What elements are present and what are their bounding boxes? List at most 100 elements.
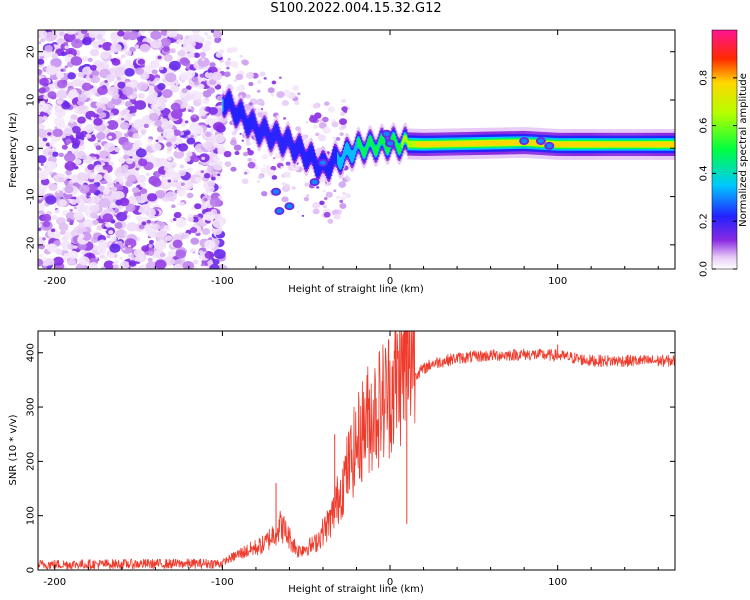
spectrogram-ridge-cell xyxy=(375,146,377,156)
spectrogram-noise-blob xyxy=(213,156,221,163)
spectrogram-scatter-blob xyxy=(267,87,275,94)
snr-x-label: Height of straight line (km) xyxy=(288,584,424,595)
spectrogram-scatter-blob xyxy=(327,106,336,113)
spectrogram-noise-blob xyxy=(63,32,76,43)
spectrogram-ridge-cell xyxy=(395,137,397,147)
spectrogram-ridge-cell xyxy=(337,152,339,165)
spectrogram-ridge-cell xyxy=(358,137,360,147)
spectrogram-noise-blob xyxy=(177,39,183,44)
spectrogram-scatter-blob xyxy=(339,132,344,137)
spectrogram-scatter-blob xyxy=(231,46,238,53)
spectrogram-noise-blob xyxy=(45,65,58,76)
spectrogram-ridge-cell xyxy=(481,140,483,146)
spectrogram-ridge-cell xyxy=(281,137,283,155)
spectrogram-noise-blob xyxy=(165,191,177,202)
spectrogram-noise-blob xyxy=(151,178,162,187)
spectrogram-noise-blob xyxy=(201,156,206,161)
spectrogram-ridge-cell xyxy=(579,142,581,147)
spectrogram-noise-blob xyxy=(63,128,73,137)
spectrogram-feature-core xyxy=(383,131,390,137)
spectrogram-ridge-cell xyxy=(668,142,671,147)
spectrogram-scatter-blob xyxy=(259,71,266,77)
spectrogram-scatter-blob xyxy=(242,151,249,157)
spectrogram-ridge-cell xyxy=(392,133,394,143)
spectrogram-noise-blob xyxy=(178,231,183,236)
spectrogram-noise-blob xyxy=(185,69,196,78)
spectrogram-noise-blob xyxy=(108,253,115,259)
spectrogram-ridge-cell xyxy=(363,148,365,158)
spectrogram-noise-blob xyxy=(155,96,159,100)
spectrogram-ridge-cell xyxy=(241,102,243,120)
spectrogram-scatter-blob xyxy=(278,76,282,79)
spectrogram-ridge-cell xyxy=(308,146,310,164)
spectrogram-scatter-blob xyxy=(344,193,351,199)
spectrogram-noise-blob xyxy=(87,57,93,62)
spectrogram-noise-blob xyxy=(70,199,77,205)
spectrogram-noise-blob xyxy=(141,64,145,68)
spectrogram-scatter-blob xyxy=(224,60,232,66)
spectrogram-noise-blob xyxy=(176,187,187,196)
spectrogram-ridge-cell xyxy=(387,145,389,155)
spectrogram-ridge-cell xyxy=(588,142,590,147)
spectrogram-ridge-cell xyxy=(465,141,467,147)
spectrogram-scatter-blob xyxy=(262,164,266,167)
spectrogram-noise-blob xyxy=(114,260,119,265)
spectrogram-noise-blob xyxy=(191,76,199,83)
spectrogram-ridge-cell xyxy=(460,141,462,147)
spectrogram-noise-blob xyxy=(102,213,114,223)
spectrogram-ridge-cell xyxy=(357,138,359,148)
spectrogram-ridge-cell xyxy=(403,135,405,143)
spectrogram-ridge-cell xyxy=(491,140,494,146)
spectrogram-scatter-blob xyxy=(234,79,238,82)
spectrogram-scatter-blob xyxy=(294,100,300,106)
spectrogram-ridge-cell xyxy=(367,140,369,150)
spectrogram-noise-blob xyxy=(217,173,221,177)
spectrogram-ridge-cell xyxy=(228,91,230,109)
spectrogram-noise-blob xyxy=(122,86,134,96)
spectrogram-scatter-blob xyxy=(279,160,283,163)
spectrogram-ridge-cell xyxy=(625,142,627,147)
spectrogram-ridge-cell xyxy=(656,142,658,147)
spectrogram-noise-blob xyxy=(38,34,41,39)
spectrogram-noise-blob xyxy=(206,87,216,94)
spectrogram-ridge-cell xyxy=(391,135,393,145)
spectrogram-ridge-cell xyxy=(414,140,416,148)
spectrogram-scatter-blob xyxy=(325,191,333,198)
spectrogram-scatter-blob xyxy=(339,199,344,204)
spectrogram-noise-blob xyxy=(69,208,73,212)
spectrogram-noise-blob xyxy=(83,220,90,226)
spectrogram-scatter-blob xyxy=(335,195,341,200)
spectrogram-noise-blob xyxy=(39,240,46,246)
spectrogram-noise-blob xyxy=(172,217,177,222)
spectrogram-noise-blob xyxy=(56,79,68,89)
spectrogram-noise-blob xyxy=(141,245,150,252)
spectrogram-ridge-cell xyxy=(672,142,675,147)
spectrogram-noise-blob xyxy=(58,152,65,158)
spectrogram-ridge-cell xyxy=(225,96,227,114)
spectrogram-ridge-cell xyxy=(514,140,516,146)
spectrogram-ridge-cell xyxy=(503,140,505,146)
spectrogram-ridge-cell xyxy=(313,152,316,170)
colorbar-tick-label: 0.4 xyxy=(699,165,710,181)
spectrogram-noise-blob xyxy=(117,81,126,89)
spectrogram-ridge-cell xyxy=(276,123,278,142)
spectrogram-ridge-cell xyxy=(272,128,274,146)
spectrogram-ridge-cell xyxy=(252,111,254,129)
spectrogram-ridge-cell xyxy=(280,135,282,154)
spectrogram-ridge-cell xyxy=(237,105,239,123)
spectrogram-noise-blob xyxy=(209,197,222,208)
spectrogram-noise-blob xyxy=(120,54,126,59)
spectrogram-noise-blob xyxy=(115,229,127,239)
spectrogram-noise-blob xyxy=(135,67,145,75)
spectrogram-noise-blob xyxy=(47,111,52,115)
spectrogram-scatter-blob xyxy=(247,147,251,151)
spectrogram-noise-blob xyxy=(106,234,111,239)
spectrogram-scatter-blob xyxy=(224,161,232,167)
spectrogram-noise-blob xyxy=(212,121,225,132)
spectrogram-ridge-cell xyxy=(661,142,664,147)
spectrogram-noise-blob xyxy=(136,174,147,183)
spectrogram-ridge-cell xyxy=(339,156,341,170)
spectrogram-ridge-cell xyxy=(428,141,430,147)
spectrogram-ridge-cell xyxy=(282,136,284,155)
spectrogram-scatter-blob xyxy=(283,171,291,179)
